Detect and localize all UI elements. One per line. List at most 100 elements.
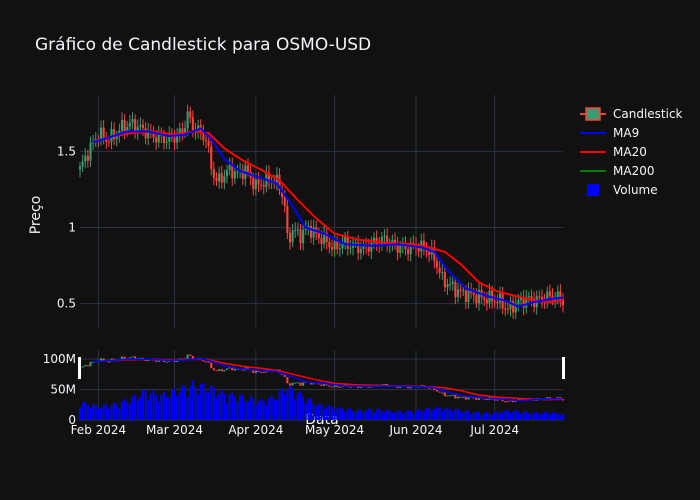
volume-bar — [84, 401, 87, 420]
overview-candle — [496, 399, 499, 401]
legend-label: MA200 — [613, 163, 655, 178]
candle-body — [102, 127, 105, 138]
volume-bar — [136, 399, 139, 420]
legend-item-ma9[interactable]: MA9 — [578, 123, 683, 142]
volume-bar — [131, 396, 134, 420]
candle — [84, 148, 87, 169]
legend-item-volume[interactable]: Volume — [578, 180, 683, 199]
candle — [86, 149, 89, 168]
candle-body — [225, 169, 229, 177]
candle-body — [317, 233, 320, 238]
volume-bar — [454, 409, 457, 420]
candle — [186, 104, 189, 136]
volume-bar — [467, 410, 470, 420]
legend-label: MA9 — [613, 125, 640, 140]
volume-bar — [522, 412, 525, 420]
candle-body — [136, 126, 139, 133]
overview-candle — [165, 361, 168, 363]
volume-bar — [173, 388, 176, 420]
candle-body — [417, 247, 420, 252]
volume-bar — [386, 410, 389, 420]
volume-bar — [149, 393, 152, 420]
candle — [228, 157, 231, 176]
candle — [299, 224, 302, 251]
candle — [456, 282, 460, 303]
volume-bar — [320, 404, 323, 420]
candle-body — [435, 261, 439, 268]
legend-item-ma200[interactable]: MA200 — [578, 161, 683, 180]
candle-body — [409, 242, 412, 255]
overview-candle — [294, 382, 297, 384]
candle-body — [152, 130, 155, 138]
candle — [168, 126, 171, 150]
candle — [78, 162, 82, 178]
candle-body — [309, 226, 313, 238]
volume-bar — [383, 412, 386, 420]
square-swatch-icon — [578, 183, 608, 197]
overview-candle — [212, 368, 215, 371]
volume-bar — [333, 411, 336, 420]
candle-body — [128, 122, 131, 128]
overview-candle — [441, 392, 444, 394]
candle — [89, 136, 92, 167]
candle — [207, 135, 210, 153]
volume-bar — [244, 401, 247, 420]
date-tick-label: Mar 2024 — [146, 423, 203, 437]
volume-bar — [391, 412, 394, 420]
volume-bar — [346, 408, 349, 420]
volume-bar — [231, 392, 234, 420]
volume-bar — [441, 411, 444, 420]
candle-body — [246, 165, 250, 172]
volume-bar — [147, 399, 150, 420]
candle-body — [296, 229, 299, 231]
volume-bar — [323, 408, 326, 420]
overview-candle — [283, 374, 286, 377]
candle — [496, 294, 499, 310]
candle-body — [262, 185, 265, 187]
candle — [493, 294, 496, 308]
candle-body — [115, 135, 118, 140]
volume-bar — [535, 412, 538, 420]
candle-body — [433, 247, 436, 262]
candle — [328, 235, 331, 254]
volume-bar — [210, 385, 213, 420]
candle-body — [157, 133, 160, 143]
volume-bar — [514, 410, 517, 420]
candle-body — [323, 232, 326, 244]
candle — [514, 296, 517, 319]
volume-bar — [94, 404, 97, 420]
overview-candle — [220, 369, 223, 372]
candle-body — [210, 146, 213, 169]
volume-bar — [396, 410, 399, 420]
volume-bar — [307, 398, 310, 420]
volume-bar — [341, 409, 344, 420]
overview-candle — [396, 385, 399, 388]
volume-bar — [241, 394, 244, 420]
date-tick-label: Jun 2024 — [388, 423, 442, 437]
volume-bar — [477, 412, 481, 420]
legend-label: Candlestick — [613, 106, 683, 121]
candle-body — [134, 119, 137, 133]
volume-bar — [78, 408, 82, 420]
legend-item-ma20[interactable]: MA20 — [578, 142, 683, 161]
overview-candle — [446, 395, 449, 397]
candle-body — [477, 289, 481, 304]
candle-body — [155, 137, 158, 143]
candle — [554, 291, 557, 308]
legend: Candlestick MA9 MA20 MA200 Volume — [578, 104, 683, 199]
candle — [189, 106, 192, 124]
volume-tick-label: 0 — [68, 413, 76, 427]
volume-bar — [414, 410, 418, 420]
legend-item-candlestick[interactable]: Candlestick — [578, 104, 683, 123]
candle — [435, 256, 439, 275]
volume-bar — [249, 396, 252, 420]
overview-candle — [131, 356, 134, 358]
candle — [302, 222, 305, 251]
overview-candle — [176, 360, 179, 362]
overview-candle — [223, 369, 226, 372]
candle-body — [260, 184, 263, 186]
candle-body — [267, 172, 271, 183]
volume-bar — [351, 411, 355, 420]
volume-bar — [199, 384, 202, 420]
overview-candle — [186, 354, 189, 359]
